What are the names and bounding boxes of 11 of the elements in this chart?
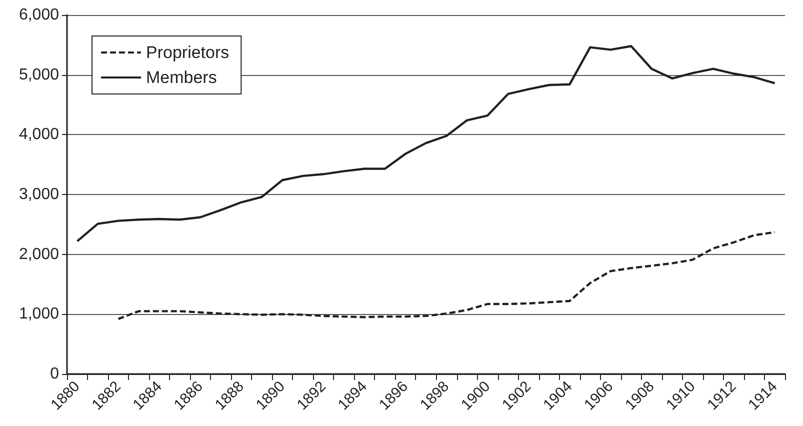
legend-label: Members bbox=[146, 68, 217, 87]
y-tick-label: 6,000 bbox=[18, 6, 60, 24]
y-tick-label: 0 bbox=[50, 366, 60, 382]
y-tick-label: 2,000 bbox=[18, 246, 60, 263]
y-tick-label: 3,000 bbox=[18, 186, 60, 203]
legend-label: Proprietors bbox=[146, 43, 230, 62]
line-series bbox=[117, 231, 776, 320]
y-tick-label: 4,000 bbox=[18, 126, 60, 144]
line-series bbox=[76, 45, 776, 242]
y-tick-label: 5,000 bbox=[18, 66, 60, 84]
y-tick-label: 1,000 bbox=[18, 306, 60, 323]
